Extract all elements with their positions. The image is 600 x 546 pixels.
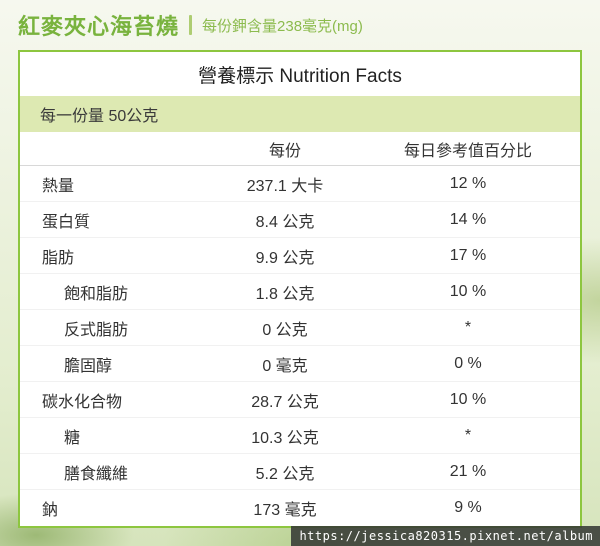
column-header-daily-value: 每日參考值百分比 [403, 142, 532, 160]
column-header-per-serving: 每份 [268, 142, 301, 160]
product-title: 紅麥夾心海苔燒 [18, 14, 180, 39]
table-row: 脂肪 9.9 公克 17 % [20, 238, 580, 274]
nutrient-amount: 237.1 大卡 [246, 177, 324, 195]
table-row: 反式脂肪 0 公克 * [20, 310, 580, 346]
nutrient-amount: 5.2 公克 [255, 465, 315, 483]
nutrient-amount: 1.8 公克 [255, 285, 315, 303]
header: 紅麥夾心海苔燒 每份鉀含量238毫克(mg) [0, 0, 600, 50]
table-row: 蛋白質 8.4 公克 14 % [20, 202, 580, 238]
nutrient-amount: 9.9 公克 [255, 249, 315, 267]
nutrient-amount: 8.4 公克 [255, 213, 315, 231]
nutrient-daily-value: 21 % [449, 462, 487, 480]
nutrient-daily-value: 10 % [449, 390, 487, 408]
nutrient-label: 糖 [64, 429, 81, 447]
nutrient-label: 碳水化合物 [42, 393, 123, 411]
nutrient-amount: 173 毫克 [253, 502, 317, 519]
nutrient-amount: 0 毫克 [262, 357, 308, 375]
table-row: 熱量 237.1 大卡 12 % [20, 166, 580, 202]
nutrient-daily-value: 9 % [454, 499, 482, 516]
nutrient-rows: 熱量 237.1 大卡 12 % 蛋白質 8.4 公克 14 % 脂肪 9.9 … [20, 166, 580, 526]
nutrient-label: 飽和脂肪 [64, 285, 129, 303]
nutrient-daily-value: 0 % [454, 354, 482, 372]
column-header-row: 每份 每日參考值百分比 [20, 132, 580, 166]
nutrient-daily-value: 10 % [449, 282, 487, 300]
table-title: 營養標示 Nutrition Facts [198, 65, 402, 87]
nutrient-amount: 10.3 公克 [251, 429, 319, 447]
table-row: 鈉 173 毫克 9 % [20, 490, 580, 526]
nutrient-label: 脂肪 [42, 249, 75, 267]
nutrient-label: 蛋白質 [42, 213, 91, 231]
nutrient-daily-value: 12 % [449, 174, 487, 192]
nutrient-label: 膽固醇 [64, 357, 113, 375]
nutrient-daily-value: 14 % [449, 210, 487, 228]
nutrient-daily-value: * [464, 318, 472, 336]
table-row: 糖 10.3 公克 * [20, 418, 580, 454]
serving-size-label: 每一份量 50公克 [40, 108, 159, 125]
nutrient-label: 反式脂肪 [64, 321, 129, 339]
nutrition-facts-table: 營養標示 Nutrition Facts 每一份量 50公克 每份 每日參考值百… [18, 50, 582, 528]
nutrient-daily-value: 17 % [449, 246, 487, 264]
watermark-url: https://jessica820315.pixnet.net/album [291, 526, 600, 546]
title-divider [189, 15, 193, 35]
table-row: 飽和脂肪 1.8 公克 10 % [20, 274, 580, 310]
table-row: 碳水化合物 28.7 公克 10 % [20, 382, 580, 418]
nutrient-amount: 28.7 公克 [251, 393, 319, 411]
table-row: 膽固醇 0 毫克 0 % [20, 346, 580, 382]
nutrient-label: 熱量 [42, 177, 75, 195]
potassium-note: 每份鉀含量238毫克(mg) [202, 17, 363, 35]
table-row: 膳食纖維 5.2 公克 21 % [20, 454, 580, 490]
nutrient-label: 鈉 [42, 502, 59, 519]
serving-size-row: 每一份量 50公克 [20, 96, 580, 132]
nutrient-daily-value: * [464, 426, 472, 444]
nutrient-label: 膳食纖維 [64, 465, 129, 483]
nutrient-amount: 0 公克 [262, 321, 308, 339]
